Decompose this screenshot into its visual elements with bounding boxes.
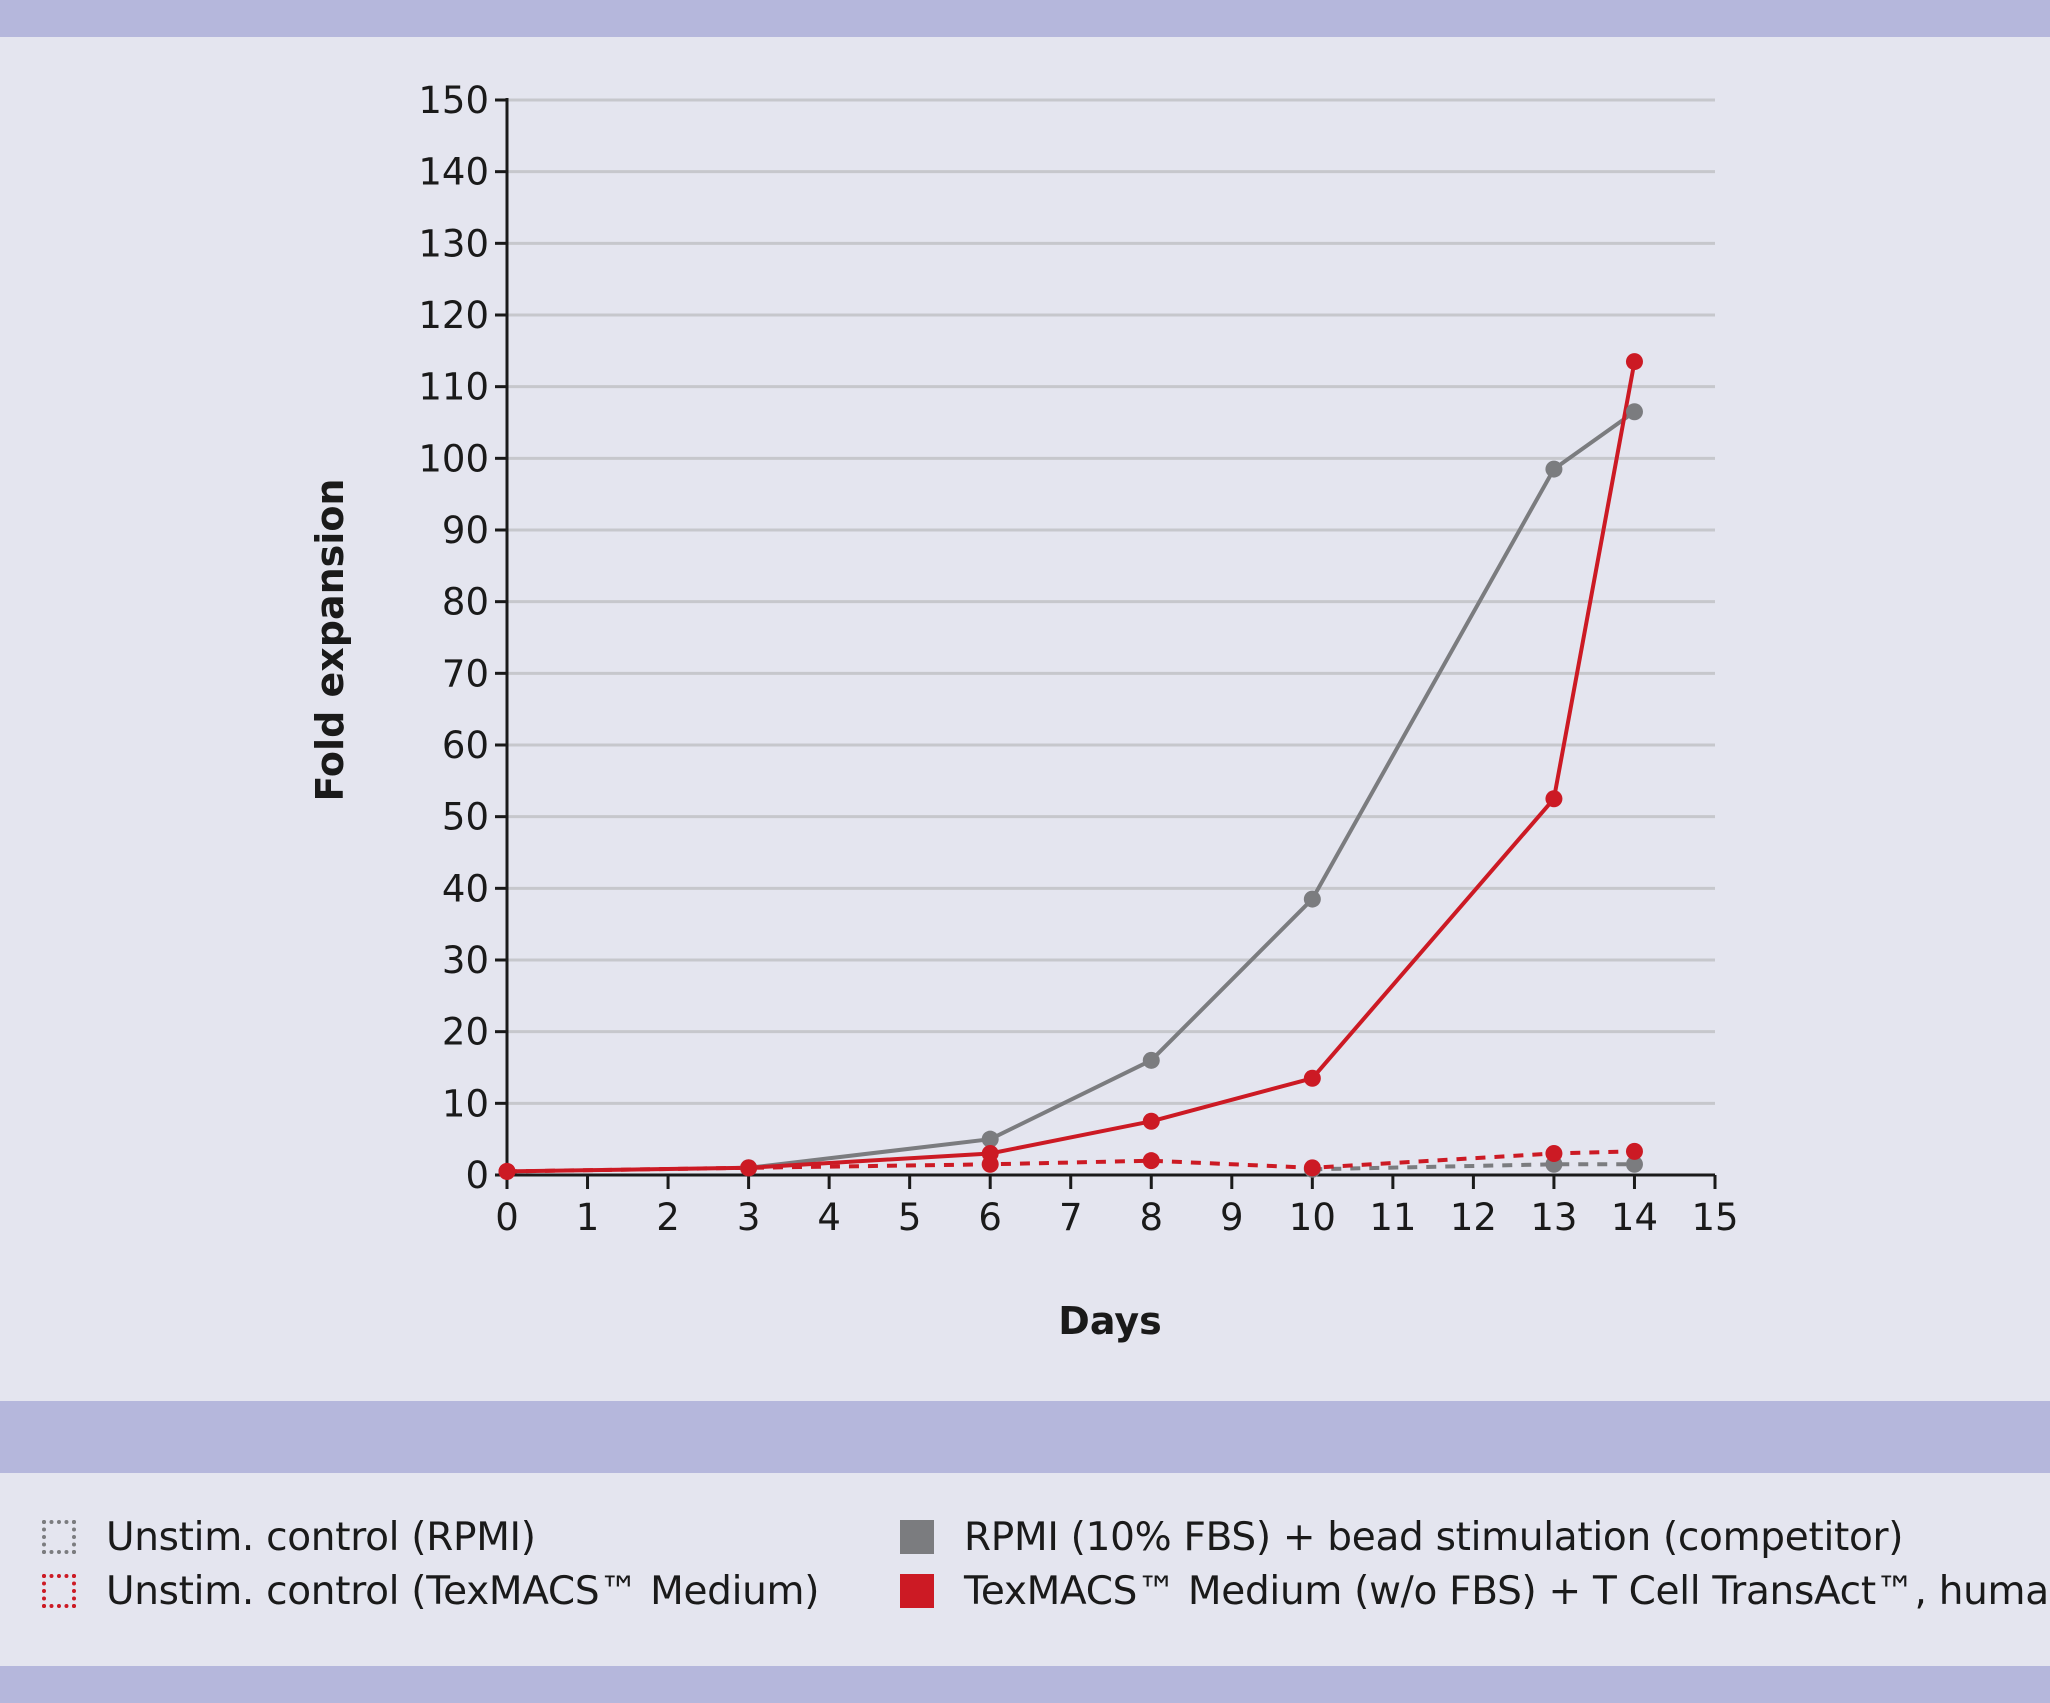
x-tick-label: 9	[1220, 1196, 1244, 1239]
data-point-series-1	[498, 1162, 516, 1180]
x-tick-label: 11	[1369, 1196, 1416, 1239]
axes	[495, 98, 1717, 1189]
data-point-series-1	[1625, 353, 1643, 371]
x-tick-label: 4	[817, 1196, 841, 1239]
legend-label: Unstim. control (RPMI)	[106, 1514, 536, 1560]
data-point-series-0	[1142, 1051, 1160, 1069]
x-tick-label: 5	[898, 1196, 922, 1239]
series-lines	[506, 361, 1637, 1174]
bottom-band	[0, 1666, 2050, 1703]
legend-label: RPMI (10% FBS) + bead stimulation (compe…	[964, 1514, 1904, 1560]
data-point-series-0	[1625, 403, 1643, 421]
legend-item-unstim-rpmi: Unstim. control (RPMI)	[42, 1510, 819, 1564]
legend-swatch-dashed-red	[42, 1574, 76, 1608]
x-tick-label: 2	[656, 1196, 680, 1239]
data-point-series-0	[1303, 890, 1321, 908]
legend-swatch-solid-red	[900, 1574, 934, 1608]
y-tick-label: 40	[442, 867, 489, 910]
data-point-series-3	[1545, 1145, 1563, 1162]
data-point-series-1	[740, 1159, 758, 1177]
legend-item-unstim-texmacs: Unstim. control (TexMACS™ Medium)	[42, 1564, 819, 1618]
x-axis-label: Days	[1058, 1299, 1161, 1343]
data-point-series-3	[1303, 1159, 1321, 1177]
y-tick-label: 20	[442, 1011, 489, 1054]
y-axis-label: Fold expansion	[308, 479, 352, 802]
y-tick-labels: 0 10 20 30 40 50 60 70 80 90 100 110 120 130 140 150	[418, 79, 489, 1197]
legend-label: Unstim. control (TexMACS™ Medium)	[106, 1568, 820, 1614]
middle-band	[0, 1401, 2050, 1473]
x-tick-label: 14	[1611, 1196, 1658, 1239]
legend-label: TexMACS™ Medium (w/o FBS) + T Cell Trans…	[964, 1568, 2050, 1614]
y-tick-label: 150	[418, 79, 489, 122]
y-tick-label: 60	[442, 724, 489, 767]
data-point-series-1	[1142, 1112, 1160, 1130]
data-point-series-2	[1625, 1155, 1643, 1173]
data-point-series-1	[981, 1145, 999, 1162]
top-band	[0, 0, 2050, 37]
y-tick-label: 100	[418, 437, 489, 480]
gridlines	[507, 98, 1715, 1105]
x-tick-label: 12	[1450, 1196, 1497, 1239]
legend-right: RPMI (10% FBS) + bead stimulation (compe…	[900, 1510, 2050, 1618]
series-line-2	[1312, 1162, 1635, 1172]
y-tick-label: 30	[442, 939, 489, 982]
y-tick-label: 10	[442, 1082, 489, 1125]
y-tick-label: 50	[442, 796, 489, 839]
line-chart: 0 1 2 3 4 5 6 7 8 9 10 11 12 13 14 15 01020304050607080…	[308, 79, 1739, 1343]
series-line-0	[748, 410, 1636, 1170]
x-tick-label: 10	[1289, 1196, 1336, 1239]
x-tick-label: 8	[1139, 1196, 1163, 1239]
x-tick-label: 15	[1691, 1196, 1738, 1239]
data-point-series-3	[1142, 1152, 1160, 1170]
data-point-series-0	[981, 1130, 999, 1148]
x-tick-label: 6	[978, 1196, 1002, 1239]
data-point-series-1	[1303, 1069, 1321, 1087]
legend-swatch-solid-gray	[900, 1520, 934, 1554]
y-tick-label: 80	[442, 581, 489, 624]
data-point-series-1	[1545, 790, 1563, 808]
legend-item-texmacs-transact: TexMACS™ Medium (w/o FBS) + T Cell Trans…	[900, 1564, 2050, 1618]
data-point-series-3	[1625, 1142, 1643, 1160]
y-tick-label: 0	[465, 1154, 489, 1197]
series-line-1	[506, 361, 1637, 1174]
y-tick-label: 90	[442, 509, 489, 552]
y-tick-label: 70	[442, 652, 489, 695]
x-tick-label: 7	[1059, 1196, 1083, 1239]
legend-item-rpmi-bead: RPMI (10% FBS) + bead stimulation (compe…	[900, 1510, 2050, 1564]
x-tick-label: 13	[1530, 1196, 1577, 1239]
data-point-series-0	[1545, 460, 1563, 478]
y-tick-label: 110	[418, 366, 489, 409]
x-tick-labels: 0 1 2 3 4 5 6 7 8 9 10 11 12 13 14 15	[495, 1196, 1738, 1239]
series-points	[498, 353, 1643, 1180]
y-tick-label: 130	[418, 222, 489, 265]
legend-left: Unstim. control (RPMI) Unstim. control (…	[42, 1510, 819, 1618]
y-tick-label: 120	[418, 294, 489, 337]
y-tick-label: 140	[418, 151, 489, 194]
x-tick-label: 0	[495, 1196, 519, 1239]
legend-swatch-dashed-gray	[42, 1520, 76, 1554]
x-tick-label: 1	[576, 1196, 600, 1239]
x-tick-label: 3	[737, 1196, 761, 1239]
